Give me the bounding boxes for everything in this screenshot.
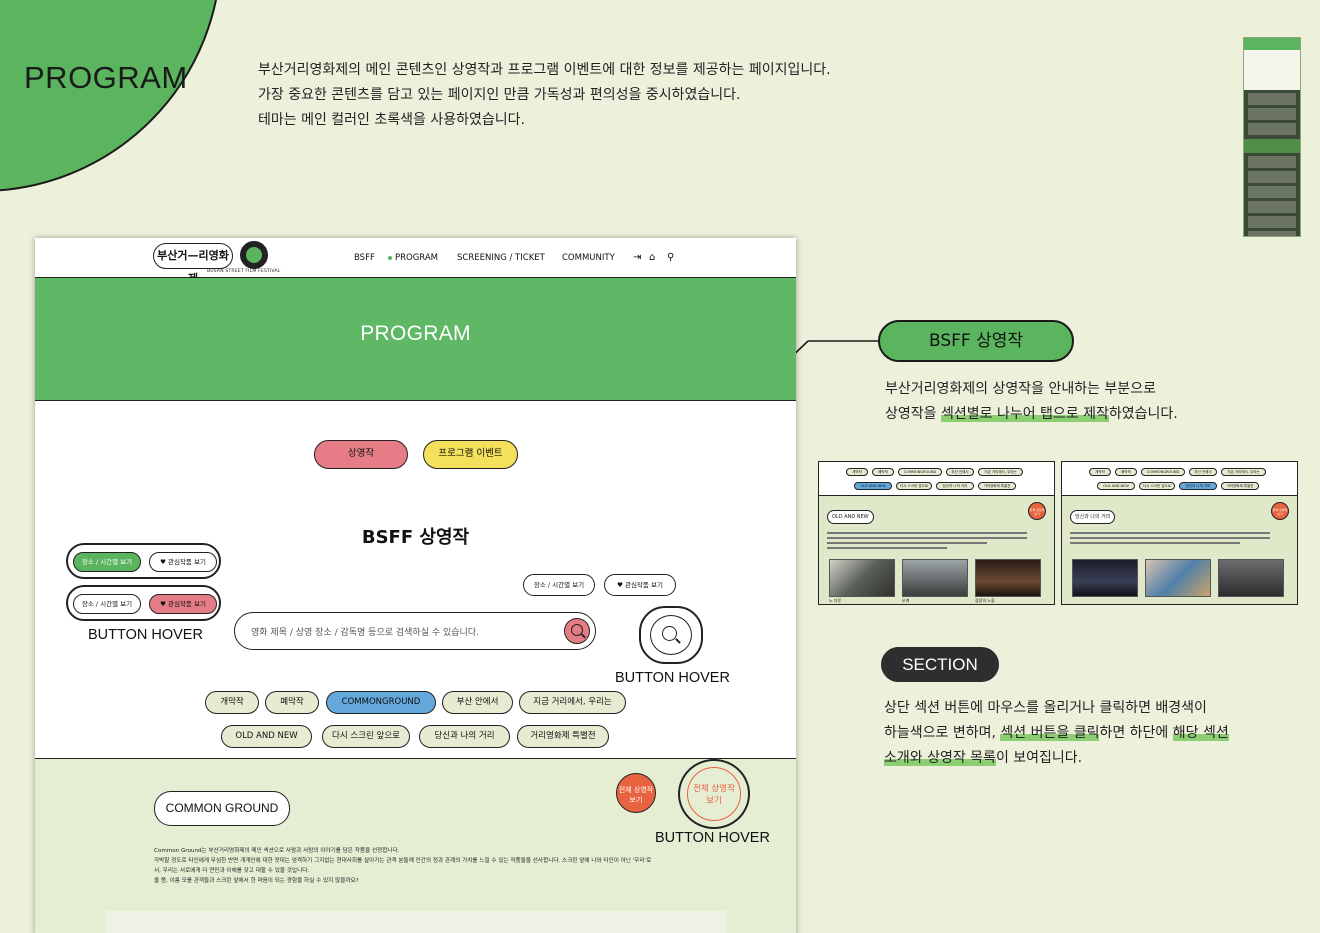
nav-item-program[interactable]: PROGRAM: [388, 253, 438, 263]
preview-your-street: 개막작 폐막작 COMMONGROUND 부산 안에서 지금 거리에서, 우리는…: [1061, 461, 1298, 605]
film-still: [902, 559, 968, 597]
section-special[interactable]: 거리영화제 특별전: [517, 725, 609, 748]
preview-old-and-new: 개막작 폐막작 COMMONGROUND 부산 안에서 지금 거리에서, 우리는…: [818, 461, 1055, 605]
intro-line: 테마는 메인 컬러인 초록색을 사용하였습니다.: [258, 112, 525, 128]
button-hover-label: BUTTON HOVER: [655, 830, 770, 846]
search-placeholder: 영화 제목 / 상영 장소 / 감독명 등으로 검색하실 수 있습니다.: [251, 628, 479, 638]
bsff-label: BSFF 상영작: [878, 320, 1074, 362]
button-hover-label: BUTTON HOVER: [615, 670, 730, 686]
favorites-button[interactable]: ♥ 관심작품 보기: [149, 552, 217, 572]
section-description: Common Ground는 부산거리영화제의 메인 섹션으로 사람과 사람의 …: [154, 848, 652, 884]
section-commonground[interactable]: COMMONGROUND: [326, 691, 436, 714]
all-films-button[interactable]: 전체 상영작 보기: [616, 773, 656, 813]
section-title: BSFF 상영작: [361, 527, 470, 548]
place-time-button[interactable]: 장소 / 시간별 보기: [523, 574, 595, 596]
film-still: [1145, 559, 1211, 597]
site-logo[interactable]: 부산거—리영화제: [153, 243, 233, 285]
page-thumbnail: [1243, 37, 1301, 237]
place-time-button[interactable]: 장소 / 시간별 보기: [73, 594, 141, 614]
intro-line: 가장 중요한 콘텐츠를 담고 있는 페이지인 만큼 가독성과 편의성을 중시하였…: [258, 87, 741, 103]
preview-title: 당신과 나의 거리: [1070, 510, 1116, 524]
favorites-button-hover[interactable]: ♥ 관심작품 보기: [149, 594, 217, 614]
section-now-street[interactable]: 지금 거리에서, 우리는: [519, 691, 626, 714]
section-label: SECTION: [881, 647, 999, 682]
button-hover-label: BUTTON HOVER: [88, 627, 203, 643]
home-icon[interactable]: ⌂: [649, 252, 656, 263]
preview-title: OLD AND NEW: [827, 510, 874, 524]
search-button-icon[interactable]: [564, 618, 590, 644]
active-dot-icon: [388, 255, 392, 260]
favorites-button[interactable]: ♥ 관심작품 보기: [604, 574, 676, 596]
preview-all-button: 전체 상영작 보기: [1271, 502, 1289, 520]
search-button-hover-demo: [639, 606, 703, 664]
search-bar[interactable]: 영화 제목 / 상영 장소 / 감독명 등으로 검색하실 수 있습니다.: [234, 612, 596, 650]
hero-banner: PROGRAM: [35, 278, 796, 401]
site-header: 부산거—리영화제 BUSAN STREET FILM FESTIVAL BSFF…: [35, 238, 796, 285]
nav-item-community[interactable]: COMMUNITY: [562, 253, 615, 263]
tab-screenings[interactable]: 상영작: [314, 440, 408, 469]
search-icon[interactable]: ⚲: [667, 252, 675, 263]
section-opening[interactable]: 개막작: [205, 691, 259, 714]
section-description: 상단 섹션 버튼에 마우스를 올리거나 클릭하면 배경색이 하늘색으로 변하며,…: [884, 700, 1229, 766]
film-reel-icon: [240, 241, 268, 269]
film-list-area: [105, 911, 727, 933]
place-time-button[interactable]: 장소 / 시간별 보기: [73, 552, 141, 572]
website-mockup: 부산거—리영화제 BUSAN STREET FILM FESTIVAL BSFF…: [35, 238, 796, 933]
logo-subtitle: BUSAN STREET FILM FESTIVAL: [207, 269, 281, 274]
bsff-description: 부산거리영화제의 상영작을 안내하는 부분으로 상영작을 섹션별로 나누어 탭으…: [885, 381, 1178, 422]
tab-program-events[interactable]: 프로그램 이벤트: [423, 440, 518, 469]
preview-all-button: 전체 상영작 보기: [1028, 502, 1046, 520]
login-icon[interactable]: ⇥: [633, 252, 642, 263]
section-in-busan[interactable]: 부산 안에서: [442, 691, 513, 714]
film-still: [1218, 559, 1284, 597]
intro-line: 부산거리영화제의 메인 콘텐츠인 상영작과 프로그램 이벤트에 대한 정보를 제…: [258, 62, 831, 78]
button-hover-demo-hover: 장소 / 시간별 보기 ♥ 관심작품 보기: [66, 585, 221, 621]
section-content: COMMON GROUND 전체 상영작 보기 전체 상영작 보기 BUTTON…: [35, 758, 796, 933]
magnifier-icon: [650, 615, 692, 655]
film-still: [829, 559, 895, 597]
section-closing[interactable]: 폐막작: [265, 691, 319, 714]
all-films-button-hover[interactable]: 전체 상영작 보기: [678, 759, 750, 829]
section-back-to-screen[interactable]: 다시 스크린 앞으로: [322, 725, 410, 748]
nav-item-screening[interactable]: SCREENING / TICKET: [457, 253, 545, 263]
hero-title: PROGRAM: [360, 322, 471, 345]
section-old-and-new[interactable]: OLD AND NEW: [221, 725, 312, 748]
section-your-street[interactable]: 당신과 나의 거리: [419, 725, 510, 748]
nav-item-bsff[interactable]: BSFF: [354, 253, 375, 263]
film-still: [975, 559, 1041, 597]
film-still: [1072, 559, 1138, 597]
page-title: PROGRAM: [24, 60, 188, 95]
content-title: COMMON GROUND: [154, 791, 290, 826]
button-hover-demo-normal: 장소 / 시간별 보기 ♥ 관심작품 보기: [66, 543, 221, 579]
intro-text: 부산거리영화제의 메인 콘텐츠인 상영작과 프로그램 이벤트에 대한 정보를 제…: [258, 58, 831, 133]
